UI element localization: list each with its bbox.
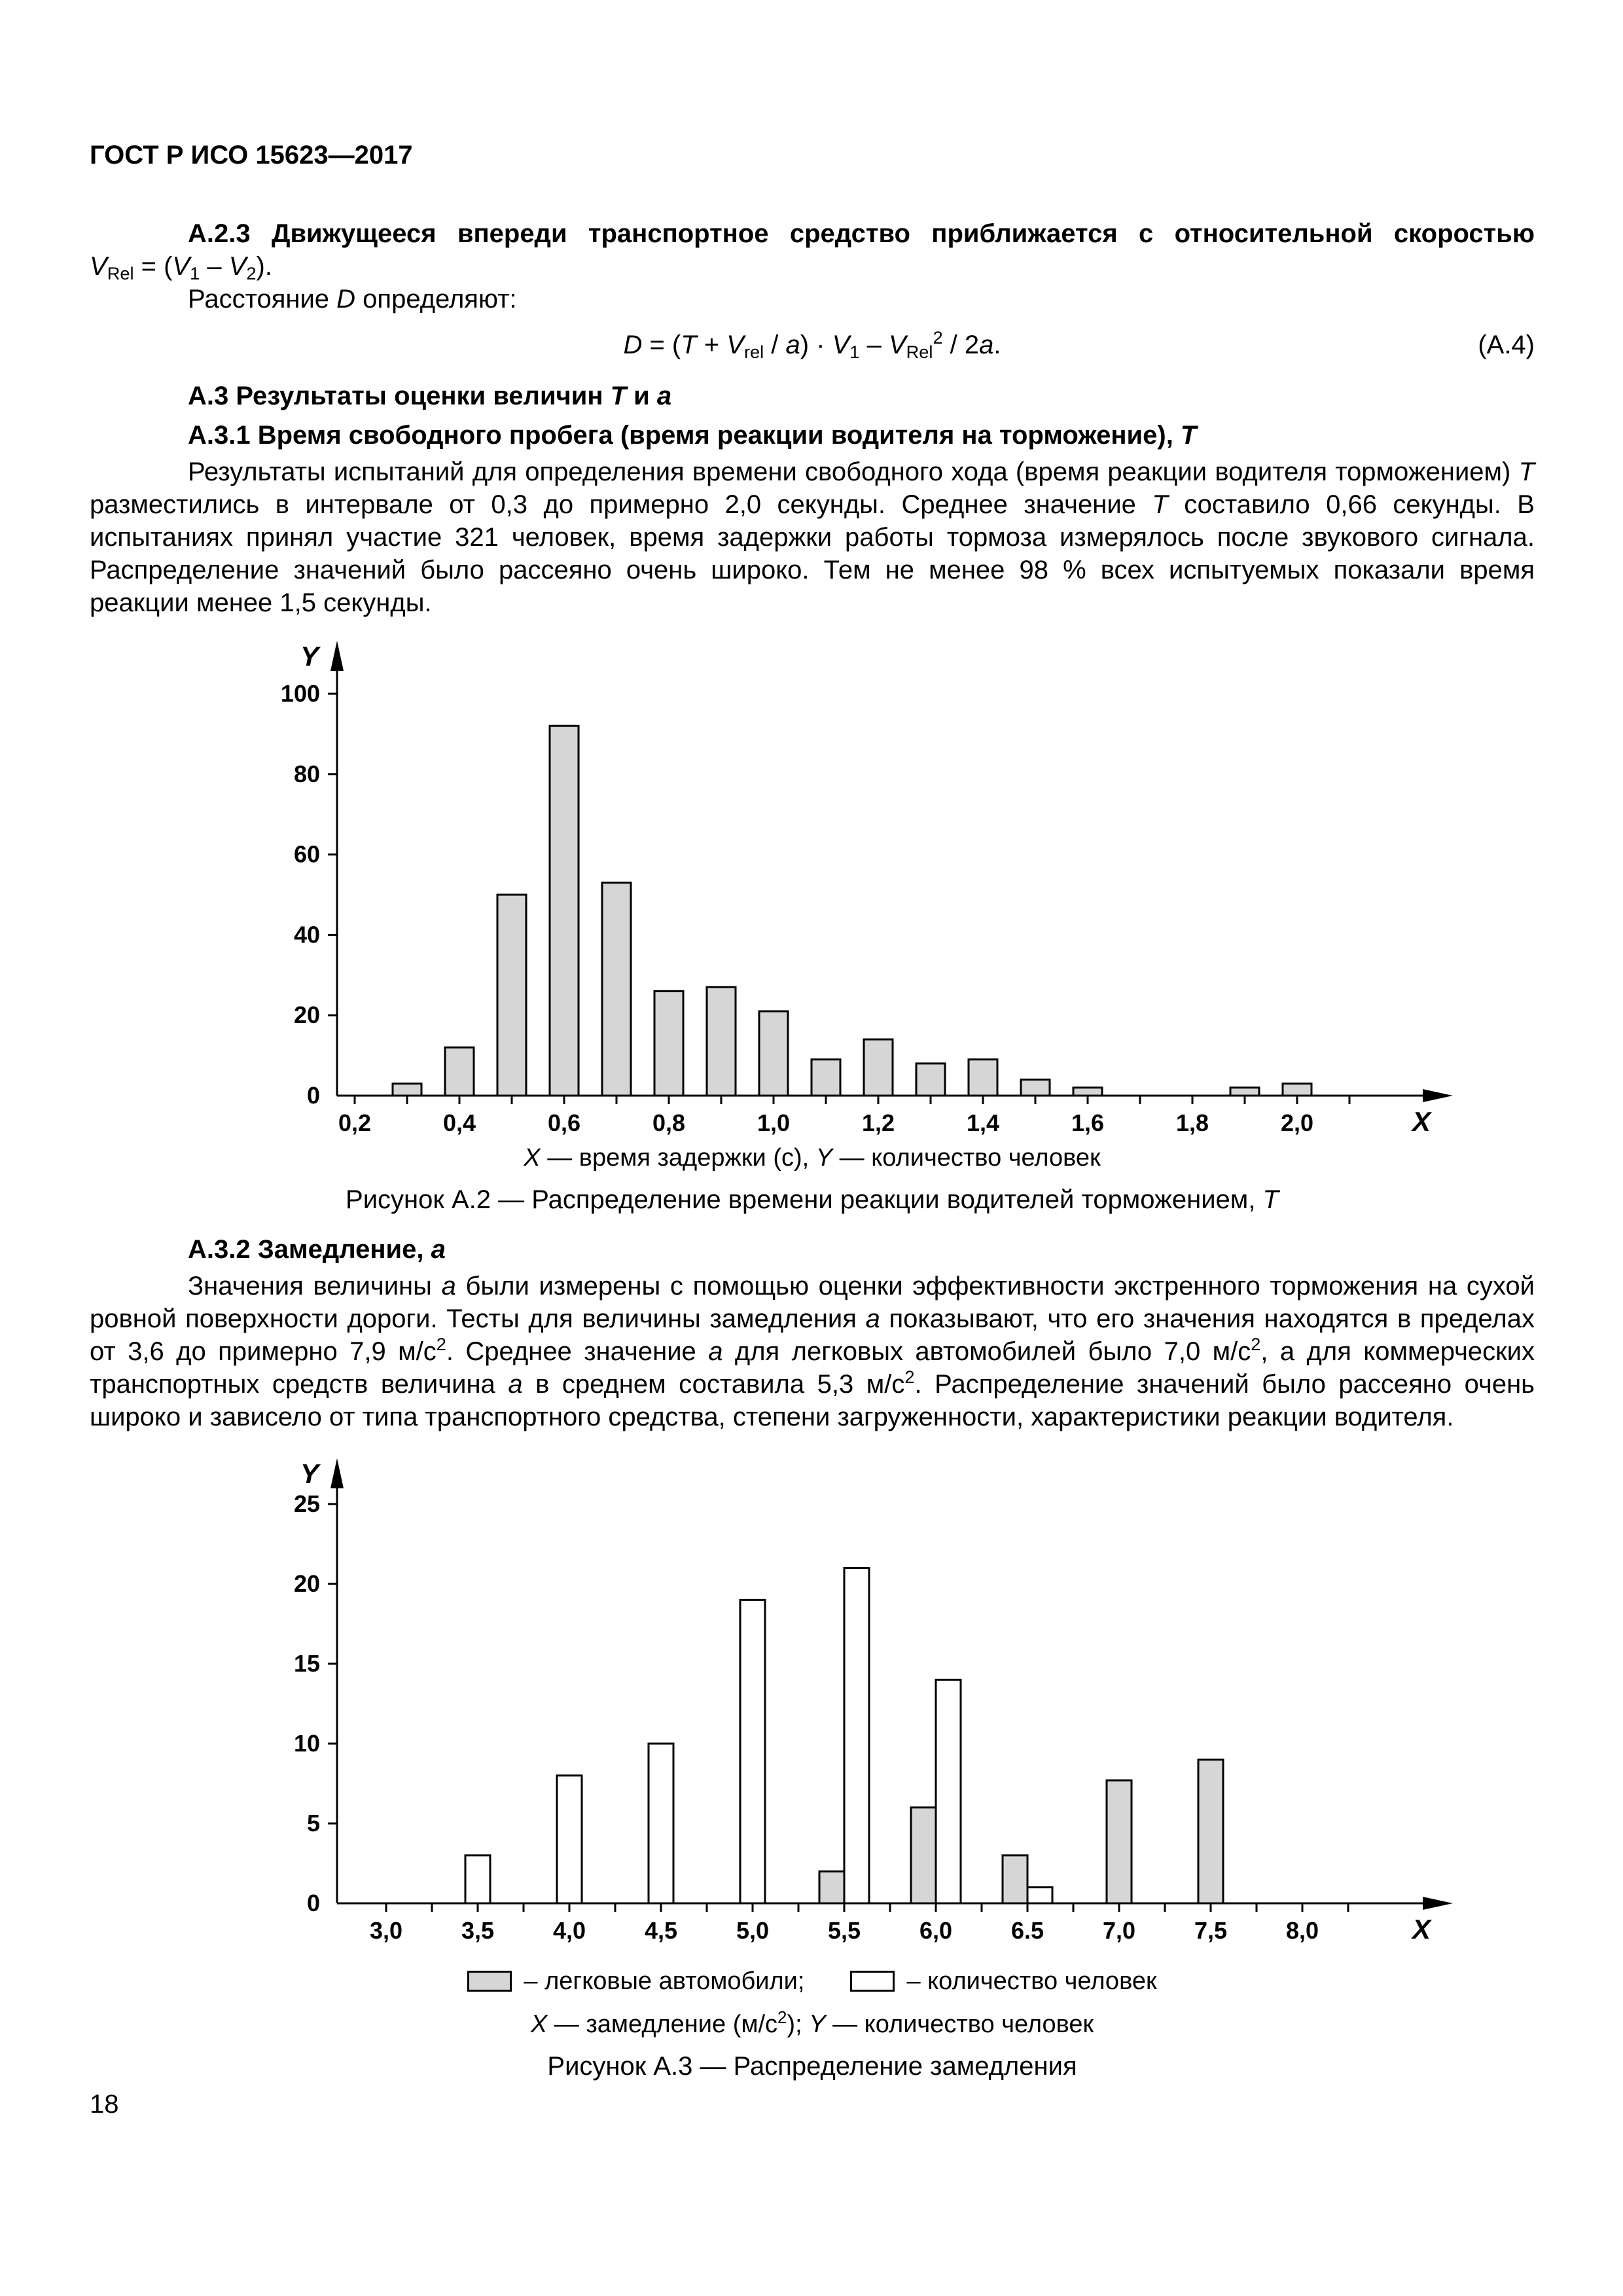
legend-item-people-count: – количество человек — [850, 1965, 1157, 1998]
svg-text:10: 10 — [294, 1730, 320, 1757]
svg-text:1,6: 1,6 — [1071, 1109, 1104, 1136]
svg-text:60: 60 — [294, 841, 320, 868]
a23-relative-speed-formula: VRel = (V1 – V2). — [90, 252, 272, 283]
svg-text:X: X — [1411, 1914, 1433, 1945]
figure-a2-histogram: 0,2 0,4 0,6 0,8 1,0 1,2 1,4 1,6 1,8 2,0 20 40 60 80 10… — [281, 641, 1453, 1137]
formula-a4-row: D = (T + Vrel / а) · V1 – VRel2 / 2а. (А… — [90, 329, 1535, 361]
svg-text:5: 5 — [307, 1810, 320, 1837]
svg-text:7,5: 7,5 — [1194, 1917, 1227, 1944]
section-a3-heading: А.3 Результаты оценки величин Т и а — [188, 382, 672, 410]
svg-text:15: 15 — [294, 1650, 320, 1677]
svg-text:5,0: 5,0 — [736, 1917, 769, 1944]
svg-text:0: 0 — [307, 1890, 320, 1916]
figure-a2-title: Рисунок А.2 — Распределение времени реак… — [346, 1185, 1279, 1214]
figure-a3-legend: – легковые автомобили; – количество чело… — [90, 1965, 1535, 1998]
svg-text:0: 0 — [307, 1082, 320, 1109]
svg-text:Y: Y — [300, 1458, 321, 1489]
document-header: ГОСТ Р ИСО 15623—2017 — [90, 141, 413, 170]
svg-text:3,0: 3,0 — [370, 1917, 402, 1944]
page-number: 18 — [90, 2090, 119, 2119]
svg-text:4,0: 4,0 — [553, 1917, 586, 1944]
figure-a3-histogram: 3,0 3,5 4,0 4,5 5,0 5,5 6,0 6.5 7,0 7,5 8,0 5 10 15 20… — [294, 1458, 1453, 1945]
section-a23-heading: А.2.3 Движущееся впереди транспортное ср… — [188, 219, 1535, 248]
section-a31-heading: А.3.1 Время свободного пробега (время ре… — [188, 421, 1197, 450]
legend-item-passenger-cars: – легковые автомобили; — [467, 1965, 804, 1998]
svg-text:1,8: 1,8 — [1176, 1109, 1209, 1136]
figure-a3-title: Рисунок А.3 — Распределение замедления — [547, 2052, 1077, 2081]
svg-text:5,5: 5,5 — [828, 1917, 861, 1944]
svg-text:1,2: 1,2 — [862, 1109, 895, 1136]
section-a32-heading: А.3.2 Замедление, а — [188, 1235, 446, 1264]
svg-text:80: 80 — [294, 761, 320, 787]
svg-text:0,2: 0,2 — [338, 1109, 371, 1136]
svg-text:6.5: 6.5 — [1011, 1917, 1044, 1944]
svg-text:8,0: 8,0 — [1286, 1917, 1319, 1944]
svg-text:Y: Y — [300, 641, 321, 672]
section-a32-paragraph: Значения величины а были измерены с помо… — [90, 1272, 1535, 1431]
legend-swatch-gray — [467, 1971, 512, 1992]
section-a31-paragraph: Результаты испытаний для определения вре… — [90, 457, 1535, 617]
svg-text:2,0: 2,0 — [1281, 1109, 1313, 1136]
svg-text:20: 20 — [294, 1001, 320, 1028]
svg-text:X: X — [1411, 1106, 1433, 1137]
figure-a3-axes-caption: X — замедление (м/с2); Y — количество че… — [530, 2008, 1094, 2038]
svg-text:20: 20 — [294, 1570, 320, 1597]
svg-text:0,6: 0,6 — [548, 1109, 580, 1136]
formula-a4-number: (А.4) — [1478, 331, 1535, 359]
svg-text:40: 40 — [294, 921, 320, 948]
svg-text:7,0: 7,0 — [1103, 1917, 1135, 1944]
svg-text:0,4: 0,4 — [443, 1109, 476, 1136]
figure-a2-axes-caption: X — время задержки (с), Y — количество ч… — [524, 1144, 1101, 1172]
legend-label-passenger-cars: – легковые автомобили; — [524, 1967, 805, 1995]
svg-text:100: 100 — [281, 680, 320, 707]
svg-text:1,0: 1,0 — [757, 1109, 790, 1136]
legend-swatch-white — [850, 1971, 895, 1992]
svg-text:6,0: 6,0 — [919, 1917, 952, 1944]
svg-text:4,5: 4,5 — [645, 1917, 677, 1944]
legend-label-people-count: – количество человек — [906, 1967, 1157, 1995]
svg-text:0,8: 0,8 — [652, 1109, 685, 1136]
svg-text:1,4: 1,4 — [967, 1109, 999, 1136]
svg-text:25: 25 — [294, 1490, 320, 1517]
formula-a4: D = (T + Vrel / а) · V1 – VRel2 / 2а. — [623, 327, 1001, 362]
a23-distance-text: Расстояние D определяют: — [188, 285, 517, 314]
svg-text:3,5: 3,5 — [461, 1917, 494, 1944]
